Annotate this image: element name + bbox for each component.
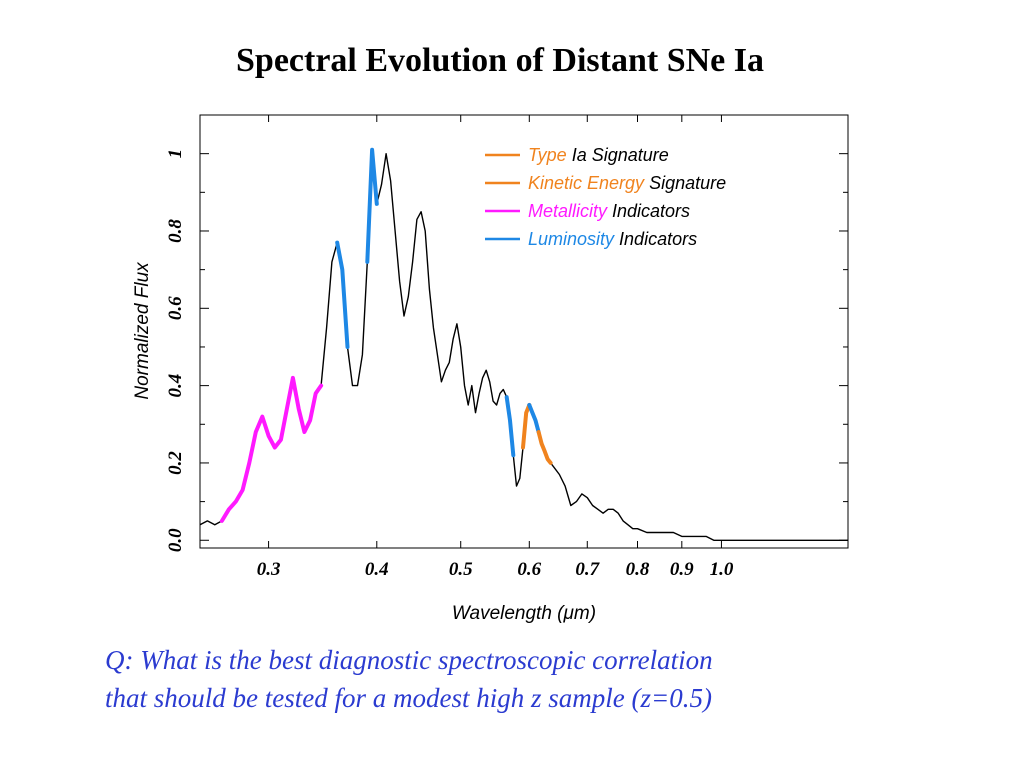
slide-title: Spectral Evolution of Distant SNe Ia [236,42,764,79]
data-layer [199,147,848,541]
question-line-1: Q: What is the best diagnostic spectrosc… [105,645,713,675]
x-axis-title: Wavelength (μm) [452,603,596,624]
y-tick-label: 0.0 [165,528,186,552]
legend-entry: Metallicity Indicators [528,201,690,221]
legend-entry: Luminosity Indicators [528,229,697,249]
legend-text-part: Luminosity [528,229,615,249]
legend: Type Ia Signature Kinetic Energy Signatur… [485,145,726,249]
legend-text-part: Kinetic Energy [528,173,645,193]
x-tick-label: 0.8 [626,559,650,580]
x-tick-label: 0.4 [365,559,389,580]
plot-frame [199,114,849,549]
y-tick-label: 1 [165,149,186,159]
x-tick-label: 1.0 [710,559,734,580]
y-axis-title: Normalized Flux [132,261,153,400]
legend-text-part: Signature [644,173,726,193]
highlight-type-ia [521,403,532,450]
legend-text-part: Ia Signature [567,145,669,165]
highlight-luminosity [335,240,350,349]
highlight-luminosity [527,403,541,434]
x-tick-label: 0.9 [670,559,694,580]
x-tick-label: 0.3 [257,559,281,580]
y-tick-label: 0.8 [165,219,186,243]
x-tick-label: 0.7 [575,559,600,580]
question-line-2: that should be tested for a modest high … [105,683,712,713]
highlight-kinetic-energy [536,430,553,465]
spectrum-line [199,149,848,541]
highlight-luminosity [504,395,516,458]
legend-text-part: Metallicity [528,201,608,221]
y-tick-label: 0.2 [165,451,186,475]
question-text: Q: What is the best diagnostic spectrosc… [105,641,1005,717]
ticks-layer: 0.3 0.4 0.5 0.6 0.7 0.8 0.9 1.0 0.0 0.2 0.4 0.6 0.8 1 [165,115,848,580]
legend-text-part: Indicators [614,229,697,249]
y-tick-label: 0.4 [165,374,186,398]
x-tick-label: 0.6 [517,559,541,580]
y-tick-label: 0.6 [165,296,186,320]
highlight-metallicity [219,375,324,523]
legend-entry: Type Ia Signature [528,145,669,165]
legend-text-part: Indicators [607,201,690,221]
highlight-luminosity [365,147,379,264]
legend-entry: Kinetic Energy Signature [528,173,726,193]
x-tick-label: 0.5 [449,559,473,580]
legend-text-part: Type [528,145,567,165]
